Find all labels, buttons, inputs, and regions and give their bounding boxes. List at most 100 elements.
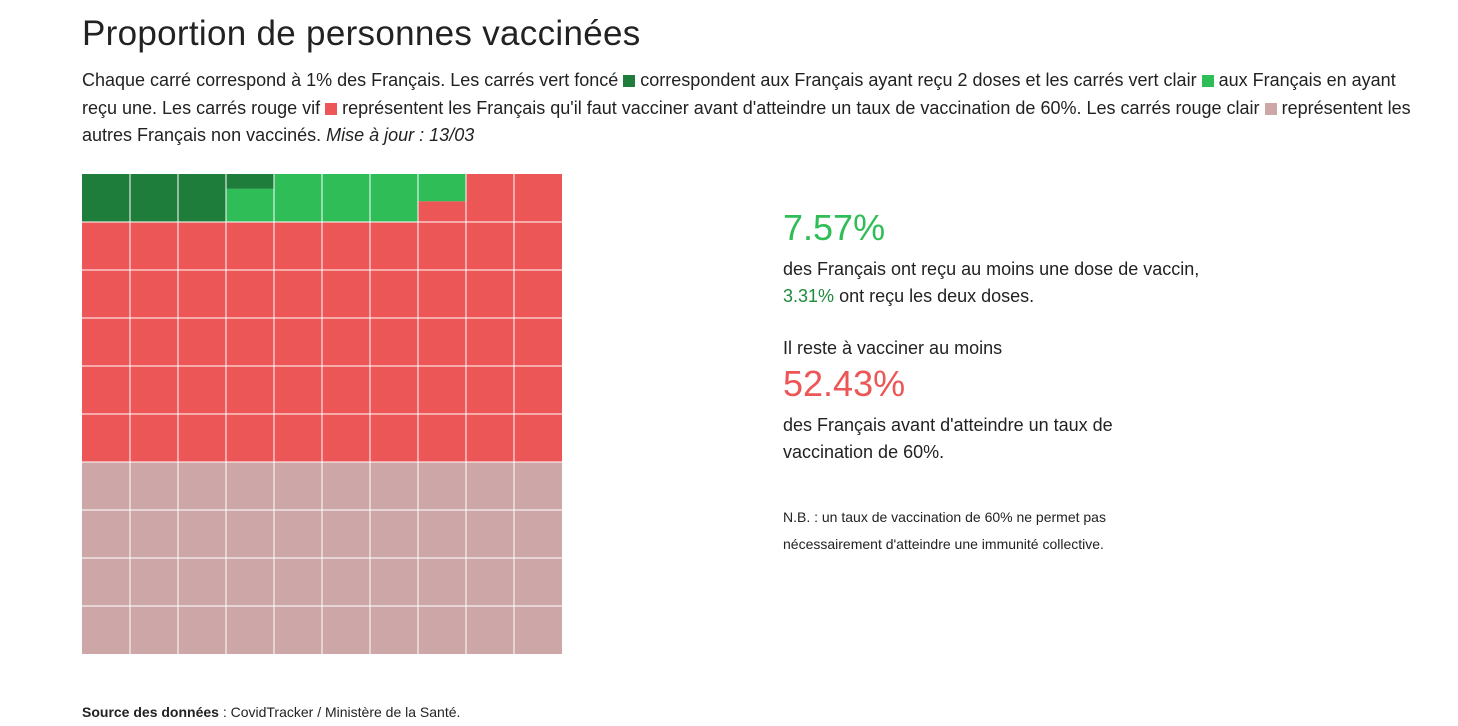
waffle-fill--vacciner-avant-60- — [514, 174, 562, 222]
waffle-fill--vacciner-avant-60- — [226, 270, 274, 318]
waffle-fill--vacciner-avant-60- — [466, 270, 514, 318]
waffle-cell — [178, 558, 226, 606]
waffle-fill-autres-non-vaccin-s — [322, 558, 370, 606]
waffle-cell — [178, 222, 226, 270]
waffle-fill--vacciner-avant-60- — [514, 414, 562, 462]
waffle-cell — [322, 174, 370, 222]
remaining-percentage: 52.43% — [783, 363, 906, 404]
waffle-fill-autres-non-vaccin-s — [82, 510, 130, 558]
description-part-2: correspondent aux Français ayant reçu 2 … — [640, 70, 1197, 90]
waffle-fill-autres-non-vaccin-s — [178, 510, 226, 558]
waffle-fill--vacciner-avant-60- — [274, 270, 322, 318]
waffle-cell — [82, 414, 130, 462]
waffle-cell — [274, 462, 322, 510]
waffle-fill--vacciner-avant-60- — [514, 270, 562, 318]
waffle-fill-autres-non-vaccin-s — [322, 606, 370, 654]
waffle-fill-autres-non-vaccin-s — [274, 558, 322, 606]
waffle-cell — [178, 270, 226, 318]
waffle-cell — [514, 510, 562, 558]
two-doses-percentage: 3.31% — [783, 286, 835, 306]
waffle-cell — [418, 606, 466, 654]
waffle-cell — [370, 222, 418, 270]
waffle-cell — [370, 414, 418, 462]
waffle-cell — [130, 318, 178, 366]
description: Chaque carré correspond à 1% des Françai… — [82, 67, 1412, 150]
waffle-cell — [370, 318, 418, 366]
waffle-cell — [418, 318, 466, 366]
waffle-fill-1-dose — [226, 188, 274, 222]
waffle-fill-autres-non-vaccin-s — [82, 462, 130, 510]
waffle-fill--vacciner-avant-60- — [130, 270, 178, 318]
waffle-cell — [130, 222, 178, 270]
waffle-fill-autres-non-vaccin-s — [226, 510, 274, 558]
waffle-fill-2-doses — [130, 174, 178, 222]
waffle-fill--vacciner-avant-60- — [418, 270, 466, 318]
waffle-fill--vacciner-avant-60- — [130, 366, 178, 414]
remaining-description: des Français avant d'atteindre un taux d… — [783, 415, 1113, 462]
waffle-cell — [226, 222, 274, 270]
waffle-cell — [226, 606, 274, 654]
waffle-fill-autres-non-vaccin-s — [514, 510, 562, 558]
waffle-cell — [514, 462, 562, 510]
waffle-cell — [466, 558, 514, 606]
waffle-fill-1-dose — [322, 174, 370, 222]
waffle-cell — [514, 558, 562, 606]
waffle-cell — [514, 366, 562, 414]
waffle-fill-autres-non-vaccin-s — [418, 606, 466, 654]
waffle-cell — [274, 606, 322, 654]
waffle-cell — [514, 270, 562, 318]
waffle-cell — [418, 558, 466, 606]
waffle-cell — [370, 558, 418, 606]
waffle-cell — [130, 510, 178, 558]
waffle-cell — [226, 558, 274, 606]
waffle-fill--vacciner-avant-60- — [514, 366, 562, 414]
waffle-fill-autres-non-vaccin-s — [178, 462, 226, 510]
waffle-cell — [418, 174, 466, 222]
waffle-fill-autres-non-vaccin-s — [322, 462, 370, 510]
waffle-cell — [274, 318, 322, 366]
waffle-fill--vacciner-avant-60- — [466, 222, 514, 270]
waffle-fill--vacciner-avant-60- — [178, 414, 226, 462]
waffle-cell — [226, 174, 274, 222]
waffle-fill--vacciner-avant-60- — [418, 414, 466, 462]
waffle-fill-2-doses — [226, 174, 274, 189]
waffle-fill-autres-non-vaccin-s — [178, 606, 226, 654]
waffle-cell — [130, 270, 178, 318]
waffle-fill--vacciner-avant-60- — [418, 366, 466, 414]
waffle-fill--vacciner-avant-60- — [418, 201, 466, 222]
one-dose-text-a: des Français ont reçu au moins une dose … — [783, 259, 1200, 279]
one-dose-text-b: ont reçu les deux doses. — [839, 286, 1035, 306]
waffle-fill-autres-non-vaccin-s — [226, 462, 274, 510]
waffle-cell — [514, 174, 562, 222]
waffle-cell — [370, 366, 418, 414]
waffle-cell — [178, 366, 226, 414]
waffle-fill--vacciner-avant-60- — [226, 222, 274, 270]
waffle-cell — [226, 366, 274, 414]
waffle-fill-autres-non-vaccin-s — [418, 462, 466, 510]
waffle-fill--vacciner-avant-60- — [514, 318, 562, 366]
waffle-cell — [466, 174, 514, 222]
waffle-cell — [130, 462, 178, 510]
waffle-fill-autres-non-vaccin-s — [226, 558, 274, 606]
waffle-fill--vacciner-avant-60- — [178, 270, 226, 318]
waffle-fill--vacciner-avant-60- — [322, 222, 370, 270]
waffle-cell — [370, 270, 418, 318]
waffle-fill-autres-non-vaccin-s — [418, 558, 466, 606]
source-text: : CovidTracker / Ministère de la Santé. — [218, 704, 461, 720]
waffle-cell — [274, 558, 322, 606]
waffle-cell — [82, 318, 130, 366]
waffle-fill--vacciner-avant-60- — [178, 318, 226, 366]
waffle-fill-autres-non-vaccin-s — [82, 558, 130, 606]
waffle-cell — [178, 606, 226, 654]
waffle-cell — [322, 510, 370, 558]
waffle-cell — [370, 606, 418, 654]
waffle-fill-autres-non-vaccin-s — [130, 510, 178, 558]
waffle-cell — [82, 606, 130, 654]
waffle-cell — [178, 318, 226, 366]
waffle-cell — [82, 366, 130, 414]
waffle-fill--vacciner-avant-60- — [178, 366, 226, 414]
waffle-cell — [130, 414, 178, 462]
waffle-cell — [274, 174, 322, 222]
waffle-fill-autres-non-vaccin-s — [274, 510, 322, 558]
waffle-fill--vacciner-avant-60- — [370, 366, 418, 414]
